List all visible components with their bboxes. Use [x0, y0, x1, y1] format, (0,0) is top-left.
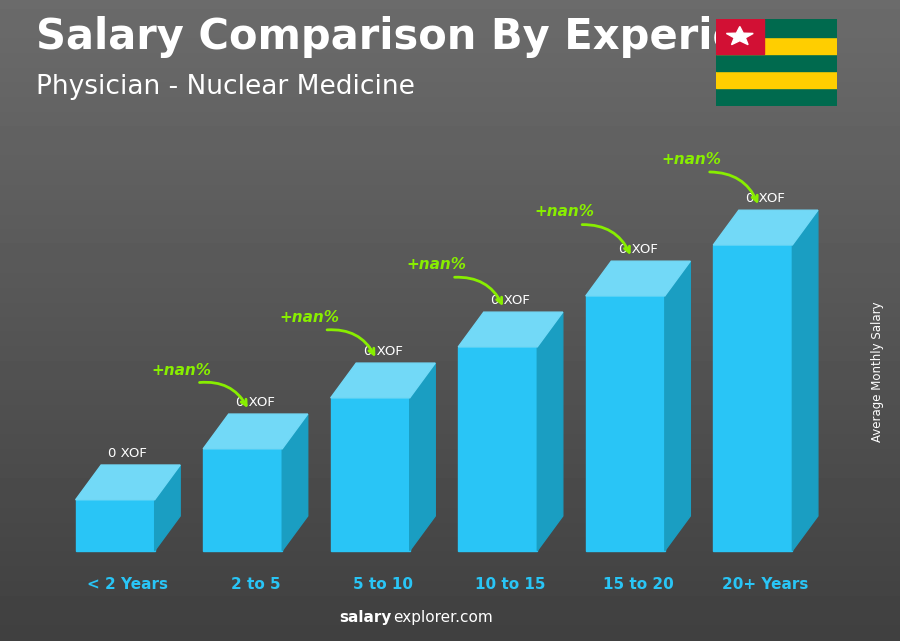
Text: 0 XOF: 0 XOF — [236, 396, 274, 409]
Text: +nan%: +nan% — [534, 204, 594, 219]
Polygon shape — [726, 26, 753, 45]
Text: +nan%: +nan% — [151, 363, 212, 378]
Text: 20+ Years: 20+ Years — [723, 577, 809, 592]
Text: 15 to 20: 15 to 20 — [603, 577, 673, 592]
Text: 0 XOF: 0 XOF — [491, 294, 530, 307]
Bar — [716, 19, 764, 54]
Text: 0 XOF: 0 XOF — [746, 192, 785, 205]
Bar — [76, 500, 155, 551]
Bar — [586, 296, 665, 551]
Polygon shape — [665, 261, 690, 551]
Text: 0 XOF: 0 XOF — [364, 345, 402, 358]
Text: 5 to 10: 5 to 10 — [353, 577, 413, 592]
Bar — [330, 398, 410, 551]
Polygon shape — [586, 261, 690, 296]
Bar — [716, 88, 837, 106]
Bar — [458, 347, 537, 551]
Bar — [714, 245, 792, 551]
Polygon shape — [792, 210, 818, 551]
Bar — [716, 19, 837, 37]
Polygon shape — [537, 312, 562, 551]
Bar — [716, 71, 837, 88]
Text: +nan%: +nan% — [407, 257, 466, 272]
Polygon shape — [155, 465, 180, 551]
Polygon shape — [330, 363, 436, 398]
Text: explorer.com: explorer.com — [393, 610, 493, 625]
Text: +nan%: +nan% — [662, 152, 722, 167]
Text: 0 XOF: 0 XOF — [109, 447, 148, 460]
Polygon shape — [410, 363, 436, 551]
Bar — [716, 37, 837, 54]
Text: salary: salary — [339, 610, 392, 625]
Text: 0 XOF: 0 XOF — [618, 243, 658, 256]
Polygon shape — [283, 414, 308, 551]
Text: Physician - Nuclear Medicine: Physician - Nuclear Medicine — [36, 74, 415, 100]
Polygon shape — [203, 414, 308, 449]
Polygon shape — [714, 210, 818, 245]
Text: Average Monthly Salary: Average Monthly Salary — [871, 301, 884, 442]
Text: 2 to 5: 2 to 5 — [230, 577, 280, 592]
Text: Salary Comparison By Experience: Salary Comparison By Experience — [36, 16, 824, 58]
Polygon shape — [76, 465, 180, 500]
Polygon shape — [458, 312, 562, 347]
Text: < 2 Years: < 2 Years — [87, 577, 168, 592]
Text: 10 to 15: 10 to 15 — [475, 577, 545, 592]
Text: +nan%: +nan% — [279, 310, 339, 325]
Bar — [203, 449, 283, 551]
Bar — [716, 54, 837, 71]
